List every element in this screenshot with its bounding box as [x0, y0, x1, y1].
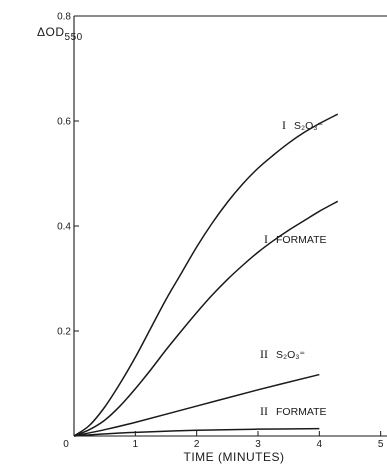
y-tick-label: 0.8 [57, 12, 71, 23]
series-label-numeral: II [260, 347, 268, 361]
x-tick-label: 4 [317, 439, 323, 450]
series-label: II FORMATE [260, 404, 327, 418]
x-tick-label: 3 [255, 439, 261, 450]
x-axis-title: TIME (MINUTES) [184, 450, 285, 464]
ticks: 0 1 2 3 4 5 0.2 0.4 0.6 0.8 [57, 12, 384, 451]
y-tick-label: 0.4 [57, 222, 71, 233]
series-label-numeral: II [260, 404, 268, 418]
series-label: I S₂O₃⁼ [282, 118, 324, 132]
series-label: I FORMATE [264, 232, 327, 246]
series-label-text: FORMATE [276, 234, 327, 246]
axes [73, 15, 387, 437]
x-tick-label: 5 [378, 439, 384, 450]
series-line [73, 373, 320, 437]
x-tick-label: 1 [133, 439, 139, 450]
series-label-text: FORMATE [276, 406, 327, 418]
y-axis-title-main: ΔOD [37, 25, 65, 39]
series-line [73, 113, 339, 437]
series-line [73, 427, 320, 437]
series-label-text: S₂O₃⁼ [294, 120, 324, 132]
x-tick-label: 2 [194, 439, 200, 450]
x-tick-label: 0 [63, 439, 69, 450]
y-tick-label: 0.6 [57, 117, 71, 128]
series-label-numeral: I [282, 118, 286, 132]
series-label-numeral: I [264, 232, 268, 246]
curves [73, 113, 339, 437]
y-axis-title-subscript: 550 [65, 32, 83, 43]
y-tick-label: 0.2 [57, 327, 71, 338]
curve-labels: I S₂O₃⁼ I FORMATE II S₂O₃⁼ II FORMATE [260, 118, 327, 418]
series-label: II S₂O₃⁼ [260, 347, 306, 361]
series-label-text: S₂O₃⁼ [276, 349, 306, 361]
series-line [73, 200, 339, 437]
y-axis-title: ΔOD550 [37, 25, 83, 43]
